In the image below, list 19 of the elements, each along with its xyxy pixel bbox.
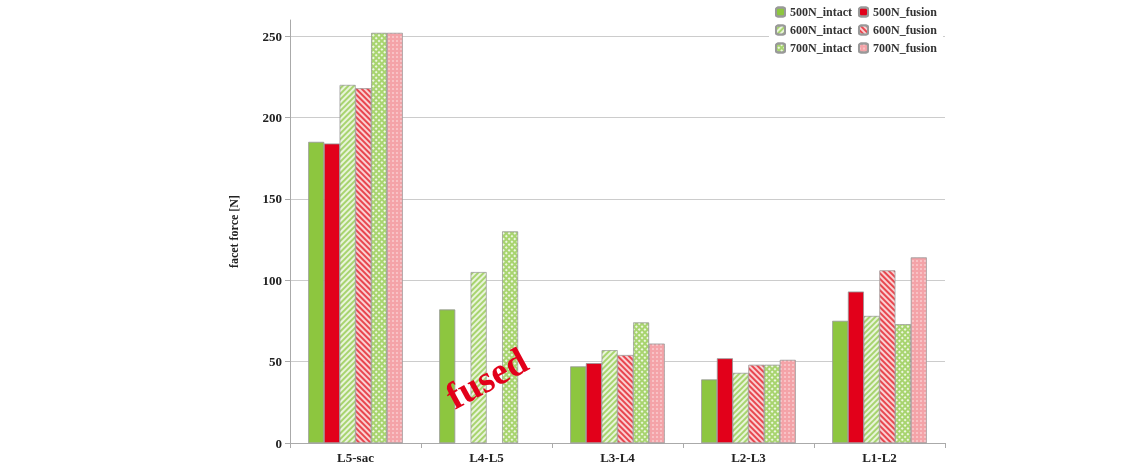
y-tick-label: 100 [262, 272, 282, 288]
legend-label: 700N_fusion [872, 41, 938, 55]
legend-label: 600N_intact [789, 23, 852, 37]
legend-label: 700N_intact [789, 41, 852, 55]
y-tick-label: 50 [269, 354, 282, 370]
y-tick-label: 250 [262, 28, 282, 44]
x-tick-label: L1-L2 [862, 450, 897, 465]
x-tick-label: L4-L5 [469, 450, 505, 465]
x-tick-label: L5-sac [337, 450, 375, 465]
y-tick-label: 150 [262, 191, 282, 207]
annotation: fused [438, 338, 535, 418]
x-tick-label: L3-L4 [600, 450, 636, 465]
legend-label: 500N_fusion [872, 5, 938, 19]
x-tick-label: L2-L3 [731, 450, 767, 465]
y-tick-label: 200 [262, 110, 282, 126]
legend-label: 500N_intact [789, 5, 852, 19]
y-tick-label: 0 [275, 435, 282, 451]
y-axis-title: facet force [N] [227, 194, 241, 269]
legend-label: 600N_fusion [872, 23, 938, 37]
